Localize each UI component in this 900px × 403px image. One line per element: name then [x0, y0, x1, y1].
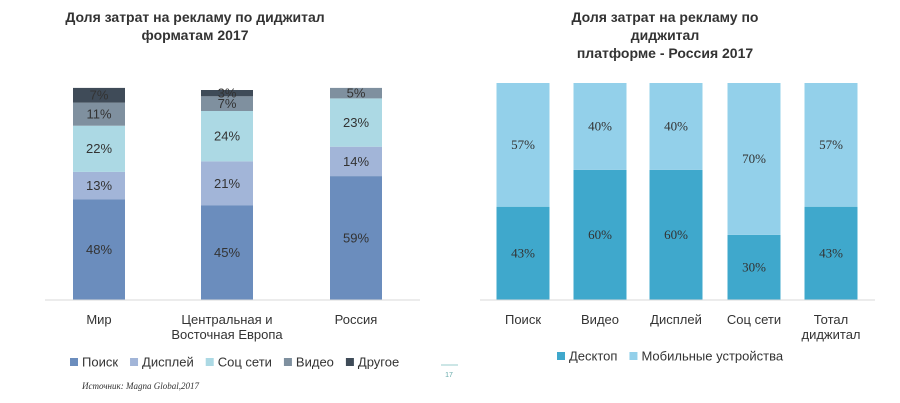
legend-swatch [205, 358, 214, 366]
value-label: 57% [819, 137, 843, 152]
bar-segment [727, 83, 781, 235]
value-label: 7% [90, 88, 109, 103]
value-label: 30% [742, 259, 766, 274]
value-label: 45% [214, 245, 240, 260]
value-label: 57% [511, 137, 535, 152]
value-label: 14% [343, 154, 369, 169]
value-label: 13% [86, 178, 112, 193]
bar-segment [201, 205, 253, 300]
value-label: 11% [86, 107, 111, 122]
value-label: 43% [511, 245, 535, 260]
legend-swatch [70, 358, 78, 366]
bar-segment [73, 125, 125, 172]
legend-label: Соц сети [218, 354, 272, 369]
bar-segment [330, 87, 382, 99]
value-label: 3% [218, 86, 237, 101]
bar-segment [496, 83, 550, 207]
bar-segment [496, 206, 550, 300]
chart-title: Доля затрат на рекламу по диджитал платф… [571, 9, 759, 61]
legend-label: Видео [296, 354, 334, 369]
legend-label: Поиск [82, 354, 118, 369]
value-label: 40% [664, 118, 688, 133]
bar-segment [201, 96, 253, 111]
x-tick-label: Центральная и Восточная Европа [171, 312, 283, 342]
bar-segment [573, 83, 627, 170]
value-label: 23% [343, 115, 369, 130]
x-tick-label: Видео [581, 312, 619, 327]
bar-segment [804, 83, 858, 207]
x-tick-label: Тотал диджитал [801, 312, 861, 342]
bar-segment [73, 87, 125, 103]
legend-label: Дисплей [142, 354, 194, 369]
value-label: 7% [218, 96, 237, 111]
chart-title: Доля затрат на рекламу по диджитал форма… [65, 9, 325, 43]
legend-swatch [557, 352, 565, 360]
value-label: 5% [347, 86, 366, 101]
value-label: 60% [664, 227, 688, 242]
bar-segment [73, 102, 125, 126]
value-label: 43% [819, 245, 843, 260]
bar-segment [330, 146, 382, 177]
bar-segment [649, 83, 703, 170]
value-label: 24% [214, 129, 240, 144]
x-tick-label: Мир [86, 312, 112, 327]
bar-segment [649, 169, 703, 300]
x-tick-label: Дисплей [650, 312, 702, 327]
legend-swatch [130, 358, 139, 366]
value-label: 70% [742, 151, 766, 166]
legend-label: Другое [358, 354, 399, 369]
bar-segment [727, 234, 781, 300]
legend-swatch [629, 352, 638, 360]
bar-segment [73, 171, 125, 200]
legend-label: Мобильные устройства [641, 348, 783, 363]
legend-label: Десктоп [569, 348, 617, 363]
bar-segment [804, 206, 858, 300]
bar-segment [201, 161, 253, 206]
legend-swatch [345, 358, 354, 366]
bar-segment [330, 176, 382, 300]
bar-segment [573, 169, 627, 300]
value-label: 40% [588, 118, 612, 133]
page-number: 17 [445, 372, 453, 379]
value-label: 22% [86, 141, 112, 156]
x-tick-label: Россия [334, 312, 378, 327]
value-label: 48% [86, 242, 112, 257]
bar-segment [201, 111, 253, 162]
value-label: 21% [214, 176, 240, 191]
bar-segment [73, 199, 125, 300]
legend-swatch [283, 358, 292, 366]
x-tick-label: Поиск [504, 312, 542, 327]
bar-segment [201, 90, 253, 97]
value-label: 59% [343, 230, 369, 245]
value-label: 60% [588, 227, 612, 242]
source-note: Источник: Magna Global,2017 [81, 381, 199, 391]
x-tick-label: Соц сети [726, 312, 782, 327]
bar-segment [330, 98, 382, 147]
